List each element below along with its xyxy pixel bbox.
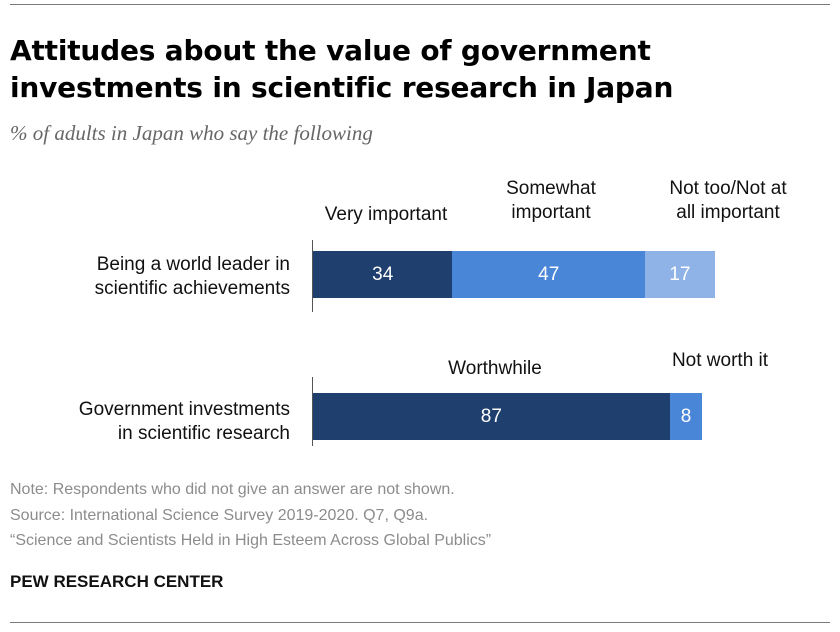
bar-segment-very-important <box>313 251 453 298</box>
bar-value-label: 47 <box>538 264 560 285</box>
legend-worthwhile-label: Worthwhile <box>448 358 542 379</box>
top-rule <box>10 4 830 5</box>
row-label-gov-investments-line-2: in scientific research <box>117 423 290 444</box>
legend-worthwhile: Worthwhile <box>420 357 570 381</box>
axis-line-row-1 <box>312 240 313 312</box>
axis-line-row-2 <box>312 377 313 446</box>
note-text: Note: Respondents who did not give an an… <box>10 481 455 498</box>
legend-very-important-label: Very important <box>324 204 448 225</box>
bar-value-label: 87 <box>480 406 502 427</box>
legend-not-important-line-2: all important <box>676 202 780 223</box>
row-label-world-leader-line-2: scientific achievements <box>94 278 290 299</box>
row-label-gov-investments-line-1: Government investments <box>78 399 290 420</box>
legend-not-worth-it-label: Not worth it <box>671 350 769 371</box>
bar-segment-not-worth-it <box>669 393 703 440</box>
bottom-rule <box>10 622 830 623</box>
brand-label: PEW RESEARCH CENTER <box>10 572 224 591</box>
chart-title: Attitudes about the value of government … <box>10 34 674 104</box>
legend-not-important-line-1: Not too/Not at <box>669 178 787 199</box>
bar-segment-worthwhile <box>313 393 670 440</box>
bar-value-label: 8 <box>680 406 692 427</box>
chart-subtitle: % of adults in Japan who say the followi… <box>10 121 373 145</box>
legend-very-important: Very important <box>312 203 460 227</box>
bar-value-label: 34 <box>372 264 394 285</box>
report-text: “Science and Scientists Held in High Est… <box>10 532 492 549</box>
legend-somewhat-important: Somewhat important <box>478 177 624 225</box>
bar-value-label: 17 <box>669 264 691 285</box>
row-label-world-leader-line-1: Being a world leader in <box>96 254 290 275</box>
row-label-gov-investments: Government investments in scientific res… <box>10 398 290 446</box>
legend-somewhat-line-1: Somewhat <box>506 178 596 199</box>
legend-not-worth-it: Not worth it <box>650 349 790 373</box>
row-label-world-leader: Being a world leader in scientific achie… <box>10 253 290 301</box>
bar-segment-somewhat-important <box>452 251 646 298</box>
source-text: Source: International Science Survey 201… <box>10 507 429 524</box>
legend-somewhat-line-2: important <box>511 202 591 223</box>
legend-not-important: Not too/Not at all important <box>652 177 804 225</box>
bar-segment-not-too-not-at-all-important <box>645 251 715 298</box>
